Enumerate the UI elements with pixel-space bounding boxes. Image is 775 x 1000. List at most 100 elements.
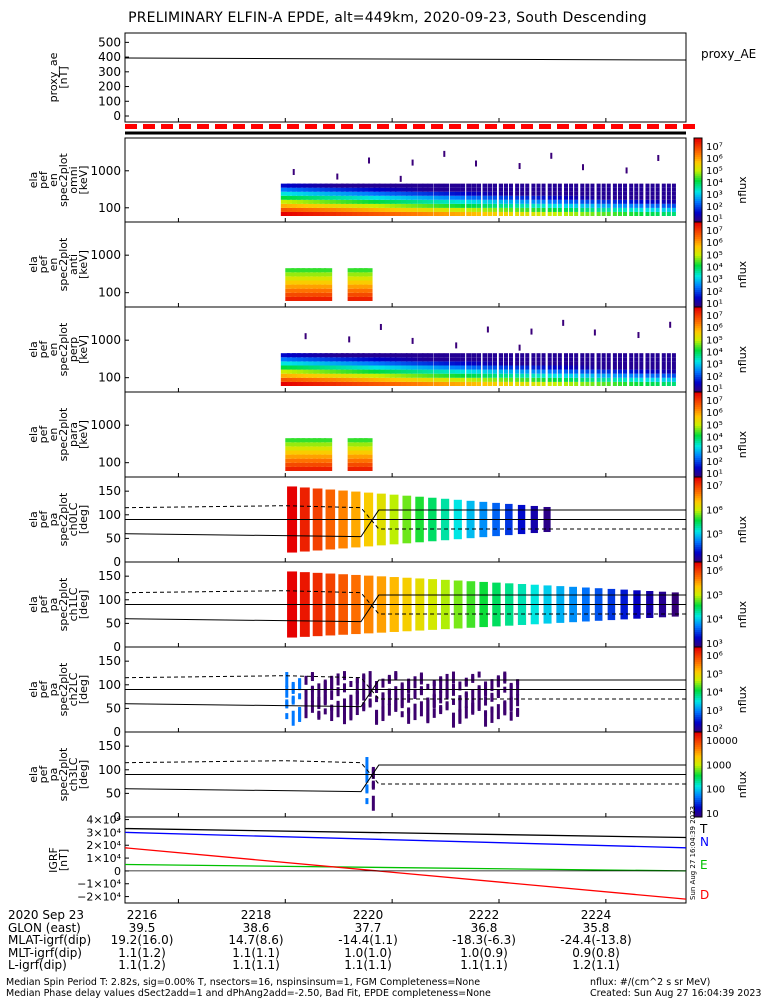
spec-cell — [417, 207, 424, 212]
colorbar-tick-perp-3: 10⁴ — [706, 348, 723, 359]
spec-cell — [606, 195, 611, 200]
spec-cell — [487, 187, 493, 192]
pa-cell — [342, 712, 346, 725]
spec-cell — [389, 211, 397, 216]
spec-cell — [596, 191, 601, 196]
red-dash — [647, 124, 659, 129]
spec-cell — [536, 183, 541, 188]
spec-cell — [324, 462, 333, 467]
spec-cell — [585, 357, 590, 362]
colorbar-cell — [694, 477, 702, 480]
colorbar-cell — [694, 602, 702, 605]
spec-cell — [508, 357, 513, 362]
colorbar-cell — [694, 406, 702, 410]
pa-cell — [336, 702, 340, 718]
pa-cell — [426, 683, 430, 690]
colorbar-cell — [694, 511, 702, 514]
spec-cell — [313, 357, 322, 362]
spec-cell — [612, 353, 617, 358]
spec-cell — [329, 369, 338, 374]
spec-cell — [629, 361, 634, 366]
spec-cell — [308, 199, 317, 204]
spec-cell — [541, 369, 546, 374]
spec-cell — [508, 377, 513, 382]
spec-cell — [312, 446, 322, 451]
spec-cell — [335, 369, 344, 374]
spec-cell — [557, 203, 562, 208]
pa-cell — [355, 678, 359, 694]
pa-cell — [439, 677, 443, 693]
spec-cell — [574, 373, 579, 378]
spec-cell — [666, 183, 671, 188]
colorbar-tick-ch2-3: 10³ — [706, 706, 723, 717]
spec-cell — [352, 353, 360, 358]
spec-cell — [353, 450, 363, 455]
colorbar-label-omni: nflux — [736, 176, 749, 204]
spec-cell — [362, 183, 370, 188]
spec-cell — [661, 199, 666, 204]
spec-cell — [580, 183, 585, 188]
spec-cell — [324, 276, 333, 281]
spec-cell — [455, 377, 461, 382]
spec-cell — [346, 187, 354, 192]
spec-cell — [547, 365, 552, 370]
ae-right-label: proxy_AE — [701, 47, 756, 61]
spec-cell — [406, 377, 413, 382]
spec-cell — [466, 357, 472, 362]
colorbar-cell — [694, 190, 702, 194]
spec-cell — [401, 365, 408, 370]
spec-cell — [580, 357, 585, 362]
spec-cell — [564, 191, 569, 196]
spec-cell — [389, 195, 397, 200]
spec-cell — [557, 361, 562, 366]
spec-cell — [362, 191, 370, 196]
pa-cell — [362, 674, 366, 690]
footer-cell: 2218 — [240, 908, 272, 922]
spec-cell — [427, 187, 434, 192]
spec-cell — [422, 195, 429, 200]
spec-cell — [671, 357, 676, 362]
colorbar-tick-ch1-3: 10³ — [706, 639, 723, 650]
spec-cell — [541, 203, 546, 208]
axes-frame-ae — [124, 32, 687, 123]
spec-cell — [406, 207, 413, 212]
colorbar-cell — [694, 360, 702, 363]
colorbar-cell — [694, 766, 702, 769]
colorbar-cell — [694, 789, 702, 792]
pa-cell — [458, 681, 462, 691]
spec-cell — [547, 373, 552, 378]
pa-cell — [496, 676, 500, 686]
spec-cell — [655, 353, 660, 358]
spec-cell — [541, 353, 546, 358]
spec-cell — [378, 361, 386, 366]
spec-cell — [406, 199, 413, 204]
spec-cell — [401, 211, 408, 216]
spec-cell — [443, 211, 450, 216]
spec-cell — [569, 353, 574, 358]
spec-cell — [655, 191, 660, 196]
spec-cell — [411, 361, 418, 366]
spec-cell — [476, 361, 482, 366]
chart-title: PRELIMINARY ELFIN-A EPDE, alt=449km, 202… — [128, 10, 647, 26]
pa-cell — [317, 712, 321, 719]
spec-cell — [471, 369, 477, 374]
spec-cell — [661, 369, 666, 374]
spec-cell — [476, 187, 482, 192]
spec-cell — [629, 369, 634, 374]
colorbar-cell — [694, 523, 702, 527]
spec-cell — [557, 187, 562, 192]
spec-cell — [508, 203, 513, 208]
spec-cell — [378, 199, 386, 204]
spec-cell — [455, 381, 461, 386]
ytick-label-ch1-0: 150 — [98, 569, 121, 583]
pa-cell — [375, 711, 379, 724]
spec-cell — [498, 373, 504, 378]
colorbar-cell — [694, 228, 702, 231]
ytick-label-para-1: 100 — [98, 456, 121, 470]
spec-cell — [368, 207, 376, 212]
spec-cell — [324, 296, 333, 301]
ytick-label-igrf-3: 1×10⁴ — [86, 852, 121, 865]
colorbar-cell — [694, 355, 702, 359]
spec-cell — [487, 377, 493, 382]
